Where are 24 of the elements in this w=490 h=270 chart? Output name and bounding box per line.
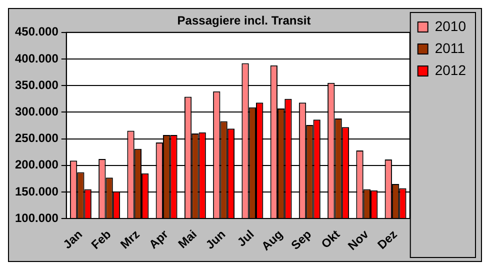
x-tick-label: Apr (146, 226, 172, 252)
y-tick-label: 450.000 (14, 24, 59, 39)
x-tick-label: Sep (288, 227, 314, 252)
x-tick-label: Mai (175, 227, 200, 252)
x-tick-label: Mrz (118, 227, 142, 252)
x-tick-label: Aug (258, 227, 286, 254)
y-tick-label: 400.000 (14, 51, 59, 66)
legend-label: 2010 (434, 18, 466, 34)
y-tick-label: 100.000 (14, 210, 59, 225)
y-tick-label: 300.000 (14, 104, 59, 118)
x-tick-label: Nov (345, 226, 372, 253)
legend-label: 2011 (434, 40, 466, 56)
y-tick-label: 200.000 (14, 158, 59, 172)
legend-label: 2012 (434, 62, 466, 78)
x-tick-label: Jan (60, 227, 85, 252)
x-tick-label: Feb (88, 227, 114, 252)
y-tick-label: 150.000 (14, 184, 59, 198)
y-tick-label: 250.000 (14, 131, 59, 146)
x-tick-label: Dez (374, 227, 400, 252)
chart-title: Passagiere incl. Transit (177, 14, 311, 28)
y-tick-label: 350.000 (14, 78, 59, 92)
x-tick-label: Jul (234, 227, 257, 250)
x-tick-label: Okt (318, 227, 343, 252)
x-tick-label: Jun (202, 227, 228, 252)
